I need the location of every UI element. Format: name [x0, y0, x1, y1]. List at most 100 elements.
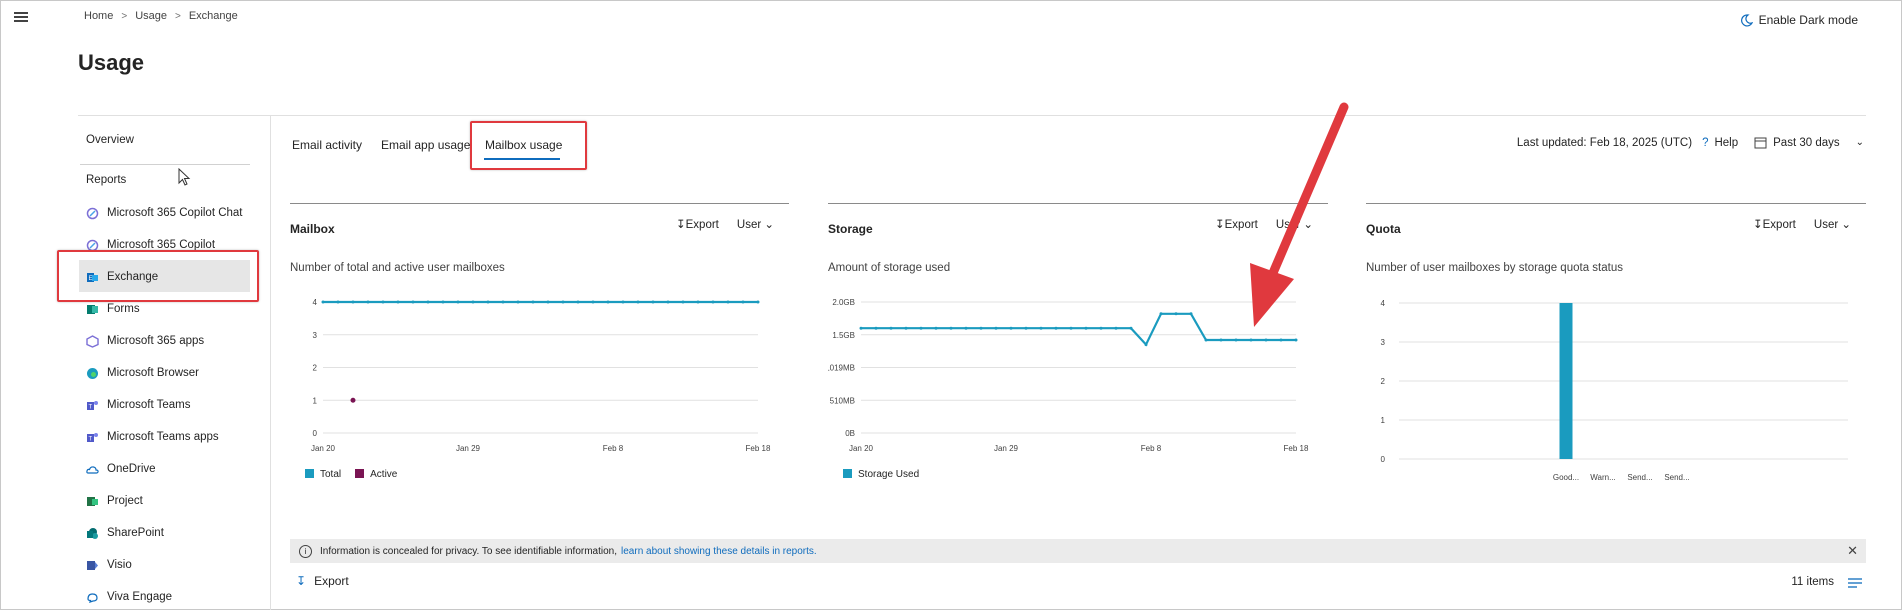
tab-email-activity[interactable]: Email activity	[292, 138, 363, 152]
sidebar-item-label: Microsoft Teams apps	[107, 431, 219, 443]
sidebar-item-label: Microsoft 365 Copilot	[107, 239, 216, 251]
x-tick-label: Feb 18	[746, 444, 771, 453]
onedrive-icon	[86, 465, 99, 474]
dark-mode-toggle[interactable]: Enable Dark mode	[1740, 13, 1858, 27]
x-tick-label: Good...	[1553, 473, 1579, 482]
sidebar-item-teams[interactable]: T Microsoft Teams	[86, 395, 191, 415]
y-tick-label: 1	[1381, 416, 1386, 425]
mouse-cursor-icon	[178, 168, 191, 186]
sidebar-item-visio[interactable]: Visio	[86, 555, 132, 575]
hamburger-menu-icon[interactable]	[14, 12, 28, 22]
bar	[1559, 303, 1573, 459]
user-dropdown[interactable]: User ⌄	[736, 219, 775, 231]
data-point	[1234, 338, 1238, 342]
quota-card-actions: ↧Export User ⌄	[1753, 217, 1851, 231]
chevron-down-icon[interactable]: ⌄	[1855, 137, 1864, 148]
x-tick-label: Feb 8	[603, 444, 624, 453]
data-point	[1039, 326, 1043, 330]
column-options-icon[interactable]	[1848, 578, 1862, 588]
annotation-arrow	[1250, 102, 1349, 327]
viva-engage-icon	[87, 592, 98, 603]
x-tick-label: Warn...	[1590, 473, 1615, 482]
help-icon[interactable]: ?	[1702, 136, 1709, 149]
sidebar-item-label: Microsoft 365 Copilot Chat	[107, 207, 243, 219]
close-icon[interactable]: ✕	[1847, 543, 1858, 558]
copilot-icon	[86, 207, 99, 219]
data-point	[1219, 338, 1223, 342]
sidebar-item-project[interactable]: Project	[86, 491, 143, 511]
x-tick-label: Jan 20	[311, 444, 336, 453]
sidebar-item-sharepoint[interactable]: SharePoint	[86, 523, 164, 543]
breadcrumb: Home > Usage > Exchange	[84, 10, 238, 22]
calendar-icon	[1754, 137, 1767, 149]
data-point	[889, 326, 893, 330]
sidebar-item-label: Microsoft Teams	[107, 399, 191, 411]
sidebar-item-m365-apps[interactable]: Microsoft 365 apps	[86, 331, 204, 351]
mailbox-card-subtitle: Number of total and active user mailboxe…	[290, 262, 505, 274]
help-link[interactable]: Help	[1714, 136, 1739, 149]
legend-item-total[interactable]: Total	[305, 469, 341, 480]
sidebar-item-copilot-chat[interactable]: Microsoft 365 Copilot Chat	[86, 203, 243, 223]
sidebar-item-teams-apps[interactable]: T Microsoft Teams apps	[86, 427, 219, 447]
sidebar-item-onedrive[interactable]: OneDrive	[86, 459, 156, 479]
user-dropdown[interactable]: User ⌄	[1813, 219, 1852, 231]
x-tick-label: Send...	[1664, 473, 1689, 482]
sidebar-item-viva-engage[interactable]: Viva Engage	[86, 587, 172, 607]
card-top-border	[290, 203, 789, 204]
data-point	[1069, 326, 1073, 330]
visio-icon	[87, 560, 98, 570]
data-point	[336, 300, 340, 304]
data-point	[979, 326, 983, 330]
m365-apps-icon	[86, 334, 99, 348]
legend-item-storage-used[interactable]: Storage Used	[843, 469, 919, 480]
sidebar-item-exchange[interactable]: E Exchange	[86, 267, 158, 287]
svg-text:T: T	[89, 436, 93, 442]
y-tick-label: 0	[1381, 455, 1386, 464]
data-point	[1174, 312, 1178, 316]
exchange-icon: E	[87, 272, 98, 282]
data-point	[1279, 338, 1283, 342]
tab-mailbox-usage[interactable]: Mailbox usage	[485, 138, 563, 152]
selected-tab-indicator	[484, 158, 560, 160]
data-point	[1144, 343, 1148, 347]
quota-chart: 0 1 2 3 4 Good... Warn... Send... Send...	[1381, 299, 1848, 482]
data-point	[666, 300, 670, 304]
y-tick-label: 0B	[845, 429, 855, 438]
data-point	[651, 300, 655, 304]
data-point	[1159, 312, 1163, 316]
sidebar-item-browser[interactable]: Microsoft Browser	[86, 363, 199, 383]
mailbox-card-title: Mailbox	[290, 222, 335, 236]
data-point	[576, 300, 580, 304]
info-learn-more-link[interactable]: learn about showing these details in rep…	[621, 545, 817, 557]
y-tick-label: 0	[313, 429, 318, 438]
legend-item-active[interactable]: Active	[355, 469, 397, 480]
items-count: 11 items	[1791, 576, 1834, 588]
info-icon: i	[299, 544, 312, 558]
tab-email-app-usage[interactable]: Email app usage	[381, 138, 471, 152]
export-button[interactable]: ↧Export	[1753, 219, 1796, 231]
chevron-right-icon: >	[121, 10, 128, 22]
data-point	[501, 300, 505, 304]
data-point	[711, 300, 715, 304]
chevron-right-icon: >	[174, 10, 181, 22]
storage-card-subtitle: Amount of storage used	[828, 262, 951, 274]
sidebar-item-overview[interactable]: Overview	[86, 134, 134, 146]
export-button[interactable]: ↧Export	[676, 219, 719, 231]
breadcrumb-home[interactable]: Home	[84, 10, 114, 22]
y-tick-label: 510MB	[830, 396, 855, 405]
divider	[78, 115, 1866, 116]
quota-card-title: Quota	[1366, 222, 1401, 236]
x-tick-label: Jan 29	[994, 444, 1019, 453]
export-button[interactable]: ↧Export	[1215, 219, 1258, 231]
table-export-button[interactable]: ↧ Export	[296, 574, 349, 588]
sidebar-item-forms[interactable]: Forms	[86, 299, 140, 319]
data-point	[726, 300, 730, 304]
y-tick-label: 1	[313, 396, 318, 405]
breadcrumb-usage[interactable]: Usage	[135, 10, 167, 22]
data-point	[904, 326, 908, 330]
last-updated: Last updated: Feb 18, 2025 (UTC)	[1516, 136, 1693, 149]
sidebar-item-label: Project	[107, 495, 143, 507]
y-tick-label: 4	[1381, 299, 1386, 308]
date-range-select[interactable]: Past 30 days	[1773, 136, 1840, 149]
exchange-highlight-box	[57, 250, 259, 302]
